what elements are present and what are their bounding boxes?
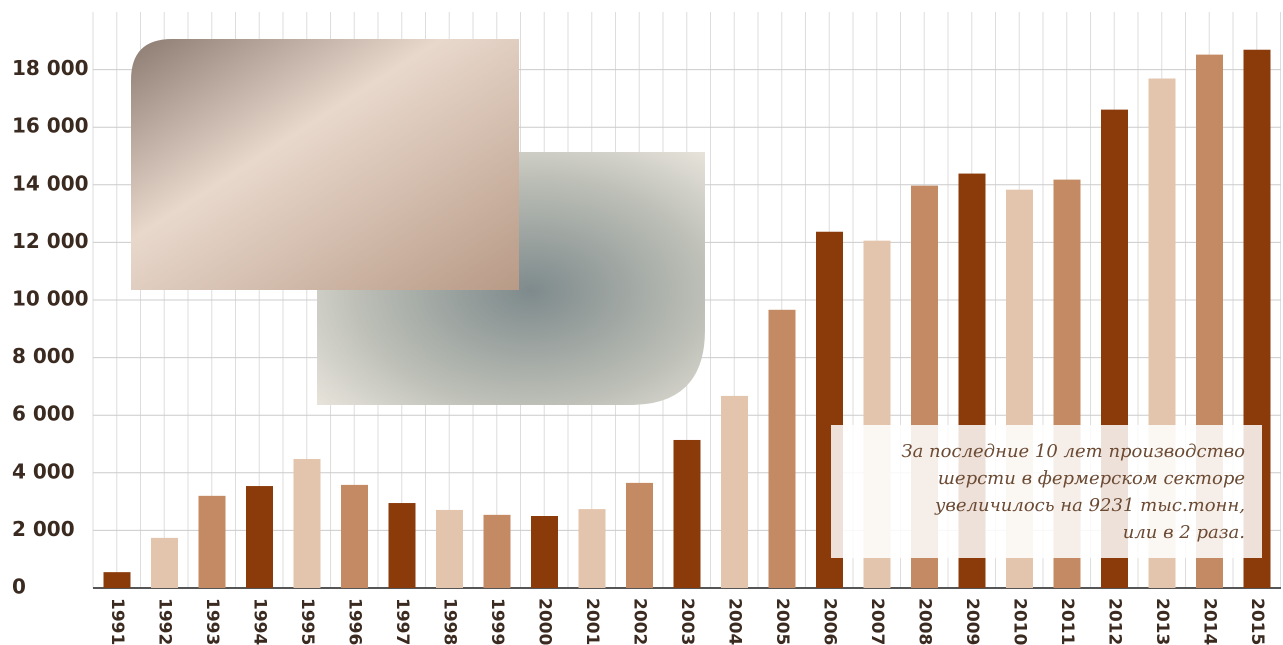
y-tick-label: 14 000 — [12, 171, 89, 195]
bar — [626, 482, 653, 588]
x-tick-label: 1991 — [107, 598, 127, 645]
x-tick-label: 1997 — [392, 598, 412, 645]
y-tick-label: 0 — [12, 575, 26, 599]
x-tick-label: 2002 — [630, 598, 650, 645]
y-tick-label: 6 000 — [12, 402, 75, 426]
bar — [198, 495, 226, 588]
y-tick-label: 16 000 — [12, 114, 89, 138]
bar — [436, 509, 463, 588]
x-tick-label: 2011 — [1057, 598, 1077, 645]
x-tick-label: 1992 — [155, 598, 175, 645]
bar — [578, 509, 606, 588]
y-tick-label: 18 000 — [12, 56, 89, 80]
bar — [246, 486, 273, 588]
bar — [721, 395, 748, 588]
y-tick-label: 12 000 — [12, 229, 89, 253]
x-tick-label: 2013 — [1152, 598, 1172, 645]
bar — [388, 503, 416, 588]
x-tick-label: 2007 — [867, 598, 887, 645]
bar — [673, 439, 701, 588]
bar — [483, 514, 511, 588]
x-tick-label: 2015 — [1247, 598, 1267, 645]
x-tick-label: 2003 — [677, 598, 697, 645]
x-tick-label: 1998 — [440, 598, 460, 645]
annotation: За последние 10 лет производство шерсти в… — [901, 441, 1245, 543]
x-tick-label: 2004 — [725, 598, 745, 645]
x-tick-label: 2008 — [915, 598, 935, 645]
annotation-line: За последние 10 лет производство — [901, 441, 1245, 462]
bar — [103, 572, 131, 588]
sheep-photo — [131, 39, 519, 290]
y-tick-label: 4 000 — [12, 459, 75, 483]
x-tick-label: 1993 — [202, 598, 222, 645]
x-tick-label: 2006 — [820, 598, 840, 645]
y-tick-label: 10 000 — [12, 287, 89, 311]
annotation-line: увеличилось на 9231 тыс.тонн, — [934, 495, 1245, 516]
y-tick-label: 8 000 — [12, 344, 75, 368]
x-tick-label: 1999 — [487, 598, 507, 645]
x-tick-label: 2009 — [962, 598, 982, 645]
bar — [531, 516, 558, 588]
x-tick-label: 2000 — [535, 598, 555, 645]
bar — [151, 537, 178, 588]
x-tick-label: 2005 — [772, 598, 792, 645]
x-tick-label: 1995 — [297, 598, 317, 645]
annotation-line: или в 2 раза. — [1123, 522, 1245, 543]
x-tick-label: 2012 — [1105, 598, 1125, 645]
bar — [768, 309, 796, 588]
x-tick-label: 2001 — [582, 598, 602, 645]
bar — [341, 484, 368, 588]
y-tick-label: 2 000 — [12, 517, 75, 541]
x-tick-label: 1996 — [345, 598, 365, 645]
annotation-line: шерсти в фермерском секторе — [938, 468, 1245, 489]
x-tick-label: 1994 — [250, 598, 270, 645]
annotation-box — [831, 425, 1262, 558]
x-tick-label: 2014 — [1200, 598, 1220, 645]
x-tick-label: 2010 — [1010, 598, 1030, 645]
bar — [293, 458, 321, 588]
